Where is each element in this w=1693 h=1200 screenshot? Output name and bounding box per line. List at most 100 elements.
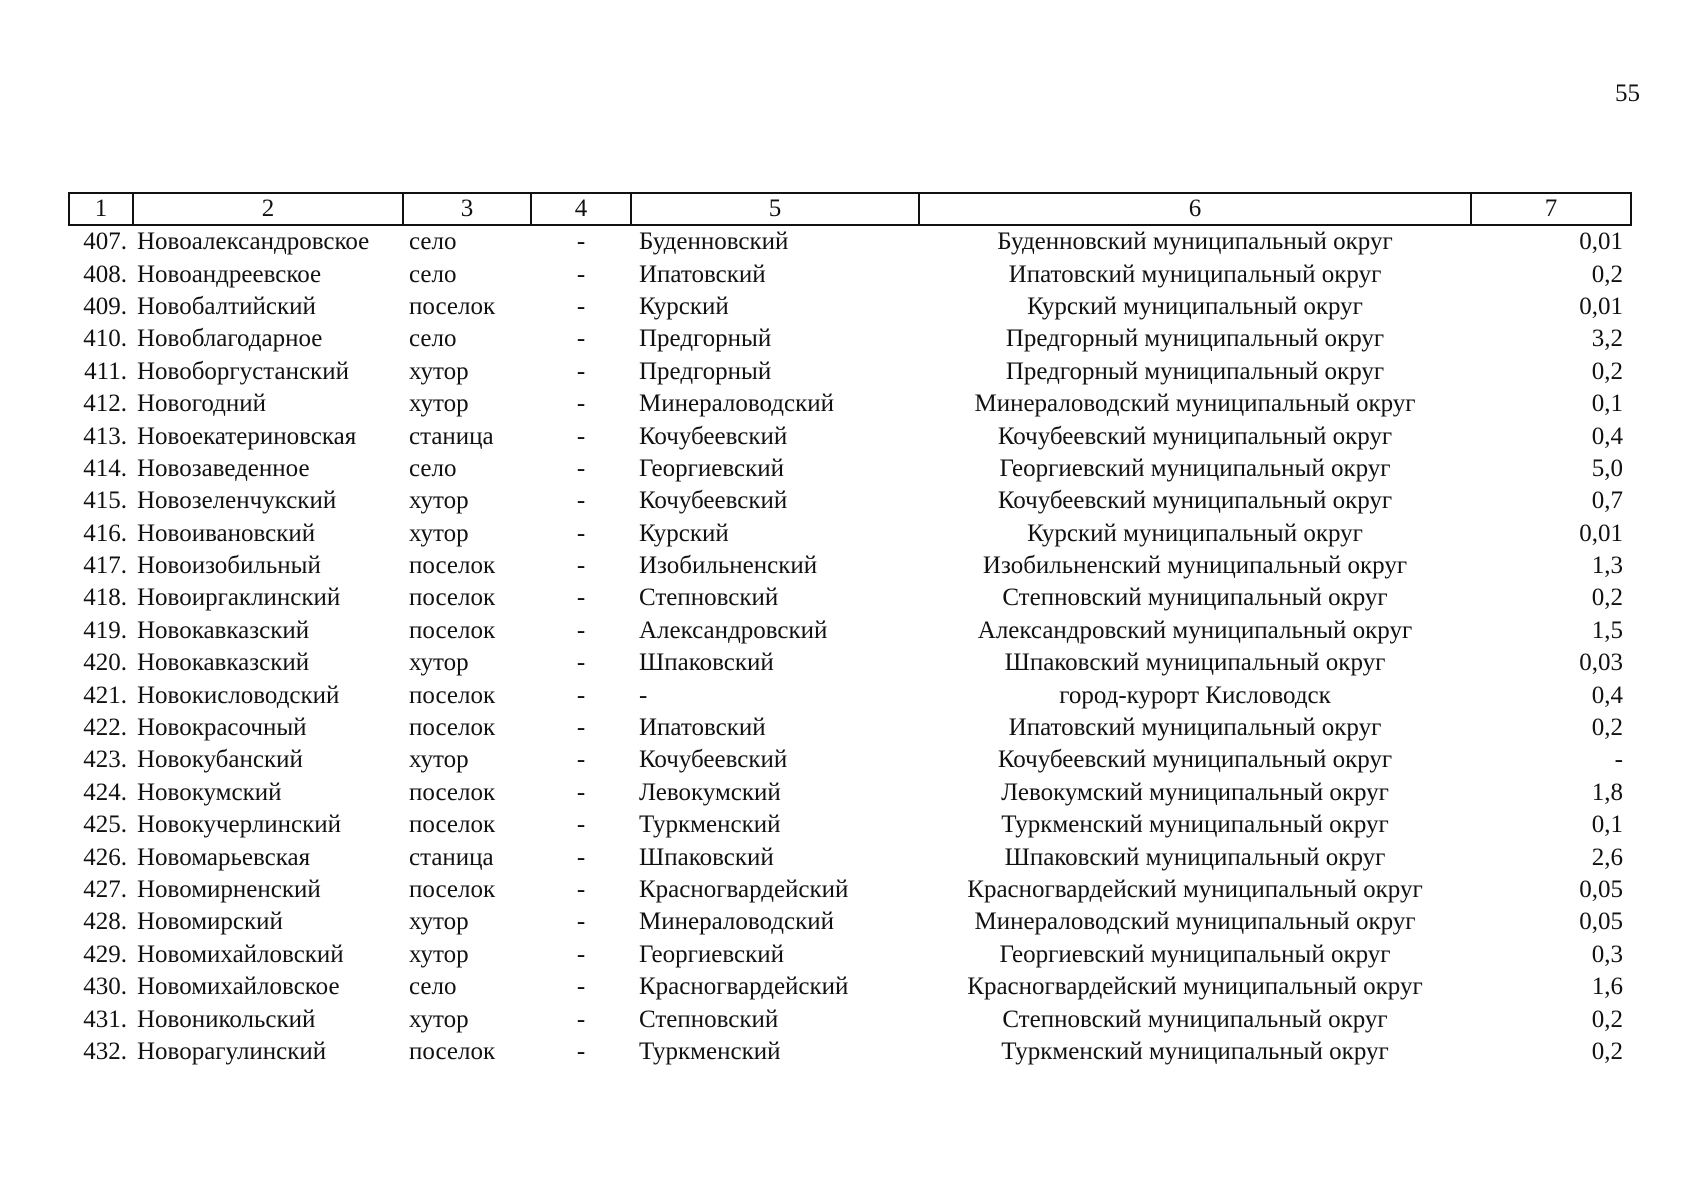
cell-value: 0,2 [1591, 357, 1623, 385]
header-col-4: 4 [530, 192, 632, 226]
cell-mark: - [576, 876, 586, 903]
cell-type: хутор [409, 487, 469, 515]
cell-mark: - [576, 584, 586, 612]
cell-district: Предгорный [639, 357, 772, 385]
header-row: 1 2 3 4 5 6 7 [68, 192, 1632, 226]
cell-num: 424. [83, 778, 127, 806]
cell-name: Новокубанский [137, 746, 303, 774]
cell-okrug: Красногвардейский муниципальный округ [967, 973, 1423, 1001]
cell-mark: - [576, 325, 586, 353]
cell-mark: - [576, 908, 586, 936]
cell-mark: - [576, 746, 586, 774]
cell-district: Степновский [639, 584, 779, 612]
table-row: 432. Новорагулинский поселок - Туркменский Ту… [69, 1036, 1631, 1068]
cell-num: 407. [83, 228, 127, 256]
cell-name: Новомихайловское [137, 973, 340, 1001]
cell-name: Новоивановский [137, 519, 316, 547]
cell-value: 0,7 [1591, 487, 1623, 515]
table-row: 414. Новозаведенное село - Георгиевский Георг… [69, 453, 1631, 485]
cell-value: 2,6 [1591, 843, 1623, 871]
cell-value: 0,4 [1591, 422, 1623, 450]
cell-district: Туркменский [639, 811, 781, 839]
cell-value: 0,2 [1591, 1005, 1623, 1033]
cell-type: поселок [409, 811, 496, 839]
cell-district: Туркменский [639, 1037, 781, 1065]
cell-name: Новокисловодский [137, 681, 340, 709]
table-row: 431. Новоникольский хутор - Степновский Степн… [69, 1003, 1631, 1035]
cell-district: Красногвардейский [639, 973, 849, 1001]
cell-name: Новоандреевское [137, 260, 322, 288]
table-row: 420. Новокавказский хутор - Шпаковский Шпаков… [69, 647, 1631, 679]
cell-value: 0,2 [1591, 714, 1623, 742]
cell-district: Ипатовский [639, 260, 766, 288]
table-body: 407. Новоалександровское село - Буденновский… [69, 225, 1631, 1068]
table-row: 413. Новоекатериновская станица - Кочубеевск… [69, 420, 1631, 452]
cell-value: 0,03 [1579, 649, 1623, 677]
table-row: 426. Новомарьевская станица - Шпаковский Шпак… [69, 841, 1631, 873]
cell-district: Минераловодский [639, 908, 835, 936]
cell-mark: - [576, 973, 586, 1001]
cell-okrug: город-курорт Кисловодск [1059, 681, 1331, 709]
table-row: 417. Новоизобильный поселок - Изобильненский… [69, 550, 1631, 582]
table-row: 424. Новокумский поселок - Левокумский Левоку… [69, 777, 1631, 809]
cell-district: Изобильненский [639, 552, 818, 580]
header-col-2: 2 [132, 192, 404, 226]
cell-mark: - [576, 778, 586, 806]
cell-value: 0,3 [1591, 940, 1623, 968]
cell-type: поселок [409, 876, 496, 903]
cell-okrug: Степновский муниципальный округ [1002, 584, 1388, 612]
table-row: 412. Новогодний хутор - Минераловодский Минер… [69, 388, 1631, 420]
table-header: 1 2 3 4 5 6 7 [68, 192, 1632, 226]
cell-type: поселок [409, 552, 496, 580]
cell-value: - [1614, 746, 1623, 774]
cell-value: 0,05 [1579, 876, 1623, 903]
cell-name: Новокучерлинский [137, 811, 342, 839]
cell-mark: - [576, 681, 586, 709]
cell-value: 0,01 [1579, 292, 1623, 320]
cell-okrug: Туркменский муниципальный округ [1001, 1037, 1389, 1065]
cell-num: 415. [83, 487, 127, 515]
cell-okrug: Ипатовский муниципальный округ [1008, 260, 1382, 288]
cell-name: Новоекатериновская [137, 422, 357, 450]
cell-value: 0,4 [1591, 681, 1623, 709]
table-row: 427. Новомирненский поселок - Красногвардейс… [69, 874, 1631, 906]
cell-mark: - [576, 454, 586, 482]
cell-okrug: Минераловодский муниципальный округ [974, 390, 1416, 418]
cell-mark: - [576, 357, 586, 385]
cell-okrug: Шпаковский муниципальный округ [1004, 649, 1386, 677]
cell-mark: - [576, 552, 586, 580]
cell-okrug: Курский муниципальный округ [1027, 519, 1363, 547]
table-row: 410. Новоблагодарное село - Предгорный Предго… [69, 323, 1631, 355]
header-col-5: 5 [630, 192, 920, 226]
table-row: 425. Новокучерлинский поселок - Туркменский Т… [69, 809, 1631, 841]
cell-value: 5,0 [1591, 454, 1623, 482]
cell-okrug: Кочубеевский муниципальный округ [997, 422, 1393, 450]
cell-num: 419. [83, 616, 127, 644]
cell-num: 413. [83, 422, 127, 450]
cell-type: хутор [409, 357, 469, 385]
cell-district: Степновский [639, 1005, 779, 1033]
cell-type: хутор [409, 1005, 469, 1033]
cell-okrug: Кочубеевский муниципальный округ [997, 487, 1393, 515]
cell-value: 1,3 [1591, 552, 1623, 580]
cell-type: станица [409, 422, 494, 450]
cell-type: село [409, 260, 457, 288]
cell-okrug: Георгиевский муниципальный округ [999, 940, 1391, 968]
cell-type: хутор [409, 519, 469, 547]
cell-type: село [409, 228, 457, 256]
cell-type: поселок [409, 778, 496, 806]
cell-okrug: Предгорный муниципальный округ [1005, 357, 1385, 385]
cell-name: Новогодний [137, 390, 266, 418]
cell-type: станица [409, 843, 494, 871]
cell-name: Новомирненский [137, 876, 321, 903]
cell-num: 426. [83, 843, 127, 871]
cell-type: хутор [409, 908, 469, 936]
cell-mark: - [576, 519, 586, 547]
cell-num: 421. [83, 681, 127, 709]
cell-num: 408. [83, 260, 127, 288]
cell-district: Георгиевский [639, 454, 785, 482]
cell-num: 411. [84, 357, 127, 385]
cell-mark: - [576, 390, 586, 418]
table-row: 411. Новоборгустанский хутор - Предгорный Пре… [69, 356, 1631, 388]
cell-okrug: Александровский муниципальный округ [977, 616, 1413, 644]
